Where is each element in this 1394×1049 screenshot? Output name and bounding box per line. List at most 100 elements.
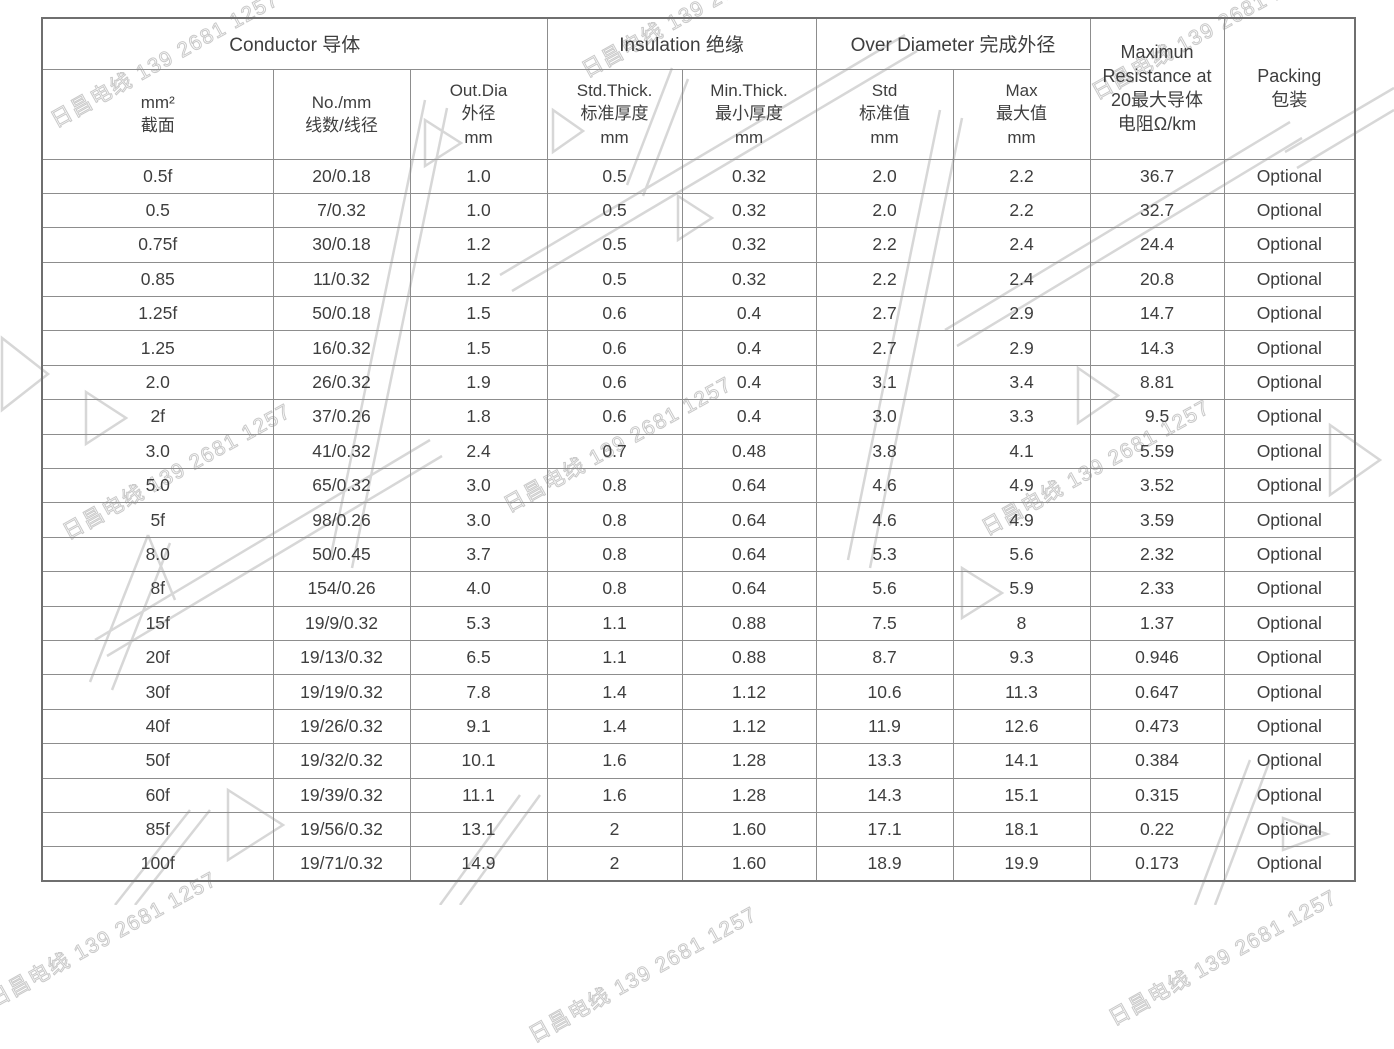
table-cell: 8: [952, 605, 1091, 641]
table-cell: 37/0.26: [272, 399, 411, 435]
table-cell: 65/0.32: [272, 468, 411, 504]
table-cell: 1.0: [409, 158, 548, 194]
table-cell: 2.0: [41, 364, 274, 401]
table-cell: 3.0: [409, 502, 548, 538]
table-cell: 5.3: [815, 536, 954, 573]
table-cell: 9.1: [409, 708, 548, 745]
table-header: Conductor 导体 Insulation 绝缘 Over Diameter…: [41, 17, 1356, 160]
table-row: 1.25 16/0.32 1.5 0.6 0.4 2.7 2.9 14.3 Optional: [41, 330, 1356, 366]
table-cell: 2.2: [815, 227, 954, 263]
table-cell: 1.4: [546, 674, 683, 710]
table-cell: 0.4: [681, 296, 817, 332]
table-cell: 1.60: [681, 846, 817, 882]
table-cell: 0.64: [681, 502, 817, 538]
table-row: 1.25f 50/0.18 1.5 0.6 0.4 2.7 2.9 14.7 Optional: [41, 296, 1356, 332]
table-cell: 0.5f: [41, 158, 274, 194]
table-row: 8f 154/0.26 4.0 0.8 0.64 5.6 5.9 2.33 Optional: [41, 571, 1356, 607]
table-cell: 0.4: [681, 330, 817, 366]
table-cell: 1.12: [681, 674, 817, 710]
table-cell: 1.2: [409, 227, 548, 263]
table-cell: 1.12: [681, 708, 817, 745]
header-conductor: Conductor 导体: [41, 17, 548, 70]
table-cell: 0.32: [681, 192, 817, 229]
table-cell: 0.88: [681, 605, 817, 641]
table-cell: 0.5: [546, 261, 683, 298]
table-cell: 8f: [41, 571, 274, 607]
subheader-std: Std 标准值 mm: [815, 68, 954, 160]
table-cell: 2.7: [815, 330, 954, 366]
table-cell: 40f: [41, 708, 274, 745]
table-cell: 8.0: [41, 536, 274, 573]
table-cell: 50/0.18: [272, 296, 411, 332]
table-cell: 19/13/0.32: [272, 639, 411, 676]
table-cell: 50/0.45: [272, 536, 411, 573]
table-cell: 7.8: [409, 674, 548, 710]
table-row: 85f 19/56/0.32 13.1 2 1.60 17.1 18.1 0.22 Option…: [41, 811, 1356, 848]
table-cell: Optional: [1223, 777, 1356, 813]
table-cell: Optional: [1223, 708, 1356, 745]
table-row: 2f 37/0.26 1.8 0.6 0.4 3.0 3.3 9.5 Optional: [41, 399, 1356, 435]
table-cell: 1.9: [409, 364, 548, 401]
watermark-text: 日昌电线 139 2681 1257: [1105, 885, 1342, 1031]
table-cell: 0.64: [681, 571, 817, 607]
table-cell: 100f: [41, 846, 274, 882]
subheader-cross-section: mm² 截面: [41, 68, 274, 160]
table-cell: 0.6: [546, 364, 683, 401]
table-cell: 1.6: [546, 777, 683, 813]
table-cell: 0.75f: [41, 227, 274, 263]
table-cell: 3.59: [1089, 502, 1225, 538]
table-cell: 1.8: [409, 399, 548, 435]
table-cell: 1.37: [1089, 605, 1225, 641]
table-cell: 3.3: [952, 399, 1091, 435]
table-cell: 4.9: [952, 502, 1091, 538]
table-cell: 1.25: [41, 330, 274, 366]
table-cell: 0.64: [681, 468, 817, 504]
table-cell: Optional: [1223, 330, 1356, 366]
table-cell: 0.6: [546, 330, 683, 366]
table-cell: Optional: [1223, 811, 1356, 848]
table-cell: 3.52: [1089, 468, 1225, 504]
table-cell: 30f: [41, 674, 274, 710]
watermark-text: 日昌电线 139 2681 1257: [0, 867, 222, 1013]
table-row: 5f 98/0.26 3.0 0.8 0.64 4.6 4.9 3.59 Optional: [41, 502, 1356, 538]
table-cell: 16/0.32: [272, 330, 411, 366]
table-cell: Optional: [1223, 536, 1356, 573]
table-cell: 0.22: [1089, 811, 1225, 848]
table-cell: 4.6: [815, 502, 954, 538]
table-cell: 0.173: [1089, 846, 1225, 882]
table-cell: 20.8: [1089, 261, 1225, 298]
table-cell: 0.384: [1089, 743, 1225, 779]
table-cell: 19/39/0.32: [272, 777, 411, 813]
table-cell: 5.9: [952, 571, 1091, 607]
table-cell: 15f: [41, 605, 274, 641]
table-row: 8.0 50/0.45 3.7 0.8 0.64 5.3 5.6 2.32 Optional: [41, 536, 1356, 573]
table-cell: 0.315: [1089, 777, 1225, 813]
table-cell: 5.3: [409, 605, 548, 641]
table-row: 0.75f 30/0.18 1.2 0.5 0.32 2.2 2.4 24.4 Optional: [41, 227, 1356, 263]
table-body: 0.5f 20/0.18 1.0 0.5 0.32 2.0 2.2 36.7 Optional 0…: [41, 158, 1356, 882]
table-cell: Optional: [1223, 227, 1356, 263]
table-cell: 10.1: [409, 743, 548, 779]
table-cell: 1.6: [546, 743, 683, 779]
table-cell: 17.1: [815, 811, 954, 848]
table-cell: 0.946: [1089, 639, 1225, 676]
table-cell: 20/0.18: [272, 158, 411, 194]
table-cell: 1.5: [409, 330, 548, 366]
table-cell: 2.33: [1089, 571, 1225, 607]
header-insulation: Insulation 绝缘: [546, 17, 817, 70]
table-cell: 30/0.18: [272, 227, 411, 263]
table-cell: 2.2: [815, 261, 954, 298]
table-cell: 1.2: [409, 261, 548, 298]
table-cell: Optional: [1223, 192, 1356, 229]
table-cell: 11.9: [815, 708, 954, 745]
table-cell: 11.1: [409, 777, 548, 813]
table-cell: 2f: [41, 399, 274, 435]
table-cell: 3.7: [409, 536, 548, 573]
table-cell: 4.0: [409, 571, 548, 607]
table-row: 20f 19/13/0.32 6.5 1.1 0.88 8.7 9.3 0.946 Option…: [41, 639, 1356, 676]
table-cell: 15.1: [952, 777, 1091, 813]
table-cell: 5.0: [41, 468, 274, 504]
table-cell: 0.32: [681, 261, 817, 298]
table-cell: 14.7: [1089, 296, 1225, 332]
subheader-max: Max 最大值 mm: [952, 68, 1091, 160]
